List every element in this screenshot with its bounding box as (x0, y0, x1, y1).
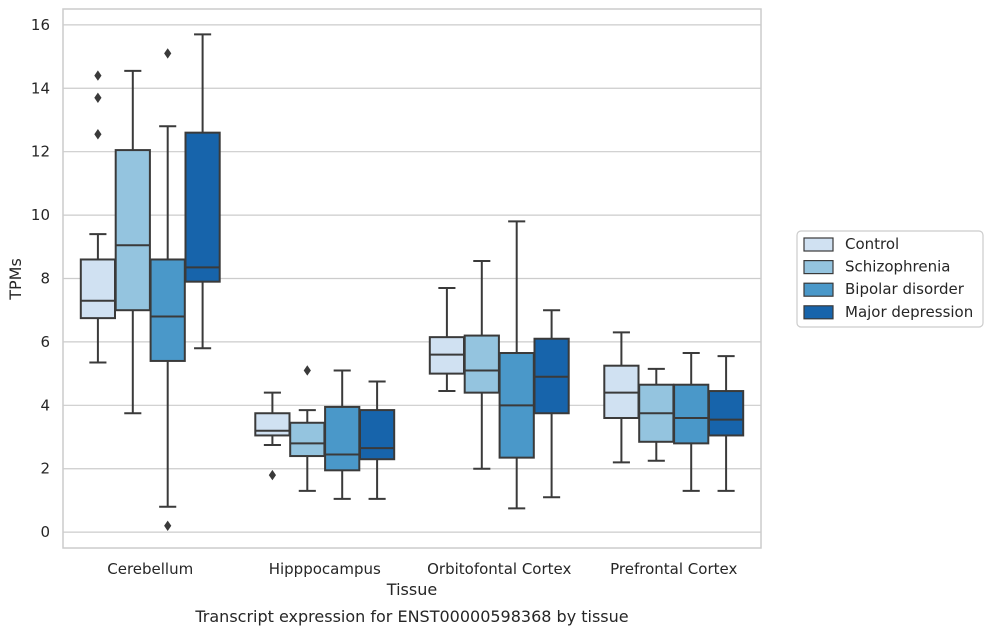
legend-item: Major depression (803, 303, 973, 321)
box (638, 367, 675, 462)
box-iqr (707, 390, 745, 437)
outlier-point (268, 469, 276, 481)
outlier-point (164, 48, 172, 59)
box-iqr (324, 405, 361, 472)
box-iqr (463, 334, 500, 394)
box-series (79, 33, 745, 532)
x-tick-label: Cerebellum (107, 560, 193, 578)
y-tick-label: 16 (31, 16, 50, 34)
box (498, 220, 535, 510)
box (428, 287, 466, 393)
box-iqr (149, 258, 186, 362)
outlier-point (164, 520, 172, 532)
legend-swatch (803, 305, 834, 320)
box (79, 70, 117, 364)
plot-frame (62, 8, 762, 549)
legend-item: Control (803, 235, 899, 253)
box-iqr (358, 409, 396, 461)
x-tick-labels: Cerebellum Hipppocampus Orbitofontal Corte… (107, 560, 737, 578)
series-group (149, 48, 710, 532)
legend-swatch (803, 237, 834, 252)
x-tick-label: Orbitofontal Cortex (427, 560, 571, 578)
box (707, 355, 745, 492)
outlier-point (303, 365, 311, 376)
y-tick-labels: 0 2 4 6 8 10 12 14 16 (31, 16, 50, 541)
outlier-point (94, 92, 102, 103)
y-tick-label: 2 (40, 460, 50, 478)
box (184, 33, 221, 350)
legend-label: Control (845, 235, 899, 253)
box (358, 380, 396, 500)
outlier-point (94, 129, 102, 140)
box-iqr (184, 131, 221, 283)
series-group (114, 69, 675, 492)
box (149, 48, 186, 532)
series-group (184, 33, 745, 500)
box (603, 331, 640, 464)
x-tick-label: Prefrontal Cortex (610, 560, 737, 578)
legend-swatch (803, 260, 834, 275)
legend-item: Bipolar disorder (803, 280, 965, 298)
box-iqr (114, 149, 151, 312)
box-iqr (79, 258, 117, 320)
y-tick-label: 0 (40, 523, 50, 541)
y-axis-title: TPMs (6, 258, 25, 301)
legend-item: Schizophrenia (803, 258, 950, 276)
box (533, 309, 570, 499)
box (463, 260, 500, 470)
box (289, 365, 326, 492)
y-tick-label: 6 (40, 333, 50, 351)
y-tick-label: 4 (40, 396, 50, 414)
series-group (79, 70, 640, 481)
legend-label: Major depression (845, 303, 973, 321)
legend: Control Schizophrenia Bipolar disorder Majo… (796, 230, 984, 328)
y-tick-label: 14 (31, 79, 50, 97)
box (324, 369, 361, 500)
box-iqr (673, 383, 710, 445)
y-tick-label: 10 (31, 206, 50, 224)
box-iqr (289, 421, 326, 458)
legend-frame (796, 230, 984, 328)
box-iqr (254, 412, 291, 437)
y-tick-label: 8 (40, 270, 50, 288)
outlier-point (94, 70, 102, 81)
box (114, 69, 151, 415)
legend-label: Bipolar disorder (845, 280, 965, 298)
chart-caption: Transcript expression for ENST0000059836… (194, 607, 628, 626)
legend-swatch (803, 282, 834, 297)
y-tick-label: 12 (31, 143, 50, 161)
legend-label: Schizophrenia (845, 258, 950, 276)
x-tick-label: Hipppocampus (269, 560, 381, 578)
x-axis-title: Tissue (386, 580, 437, 599)
box (673, 352, 710, 492)
